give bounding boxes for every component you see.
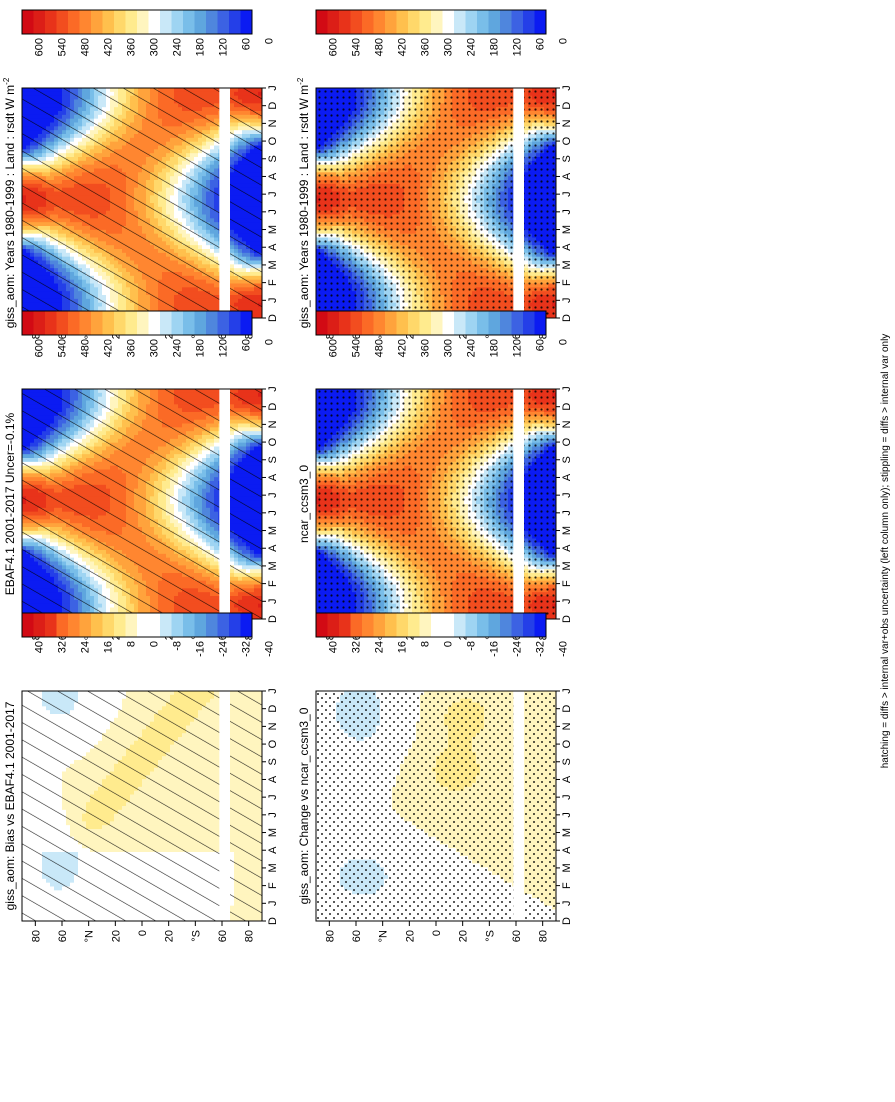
month-tick-label: M: [267, 260, 279, 269]
colorbar-swatch: [79, 10, 92, 34]
colorbar-swatch: [68, 10, 80, 34]
month-tick-label: J: [267, 191, 279, 197]
month-tick-label: J: [267, 85, 279, 91]
colorbar-label: 540: [56, 38, 68, 56]
colorbar-swatch: [171, 10, 184, 34]
month-tick-label: O: [267, 136, 279, 145]
colorbar-swatch: [102, 10, 115, 34]
colorbar-swatch: [194, 10, 207, 34]
colorbar-label: 600: [33, 38, 45, 56]
colorbar: 600 540 480 420 360 300 240 180 120 60 0: [21, 9, 275, 56]
panel-title: giss_aom: Years 1980-1999 : Land : rsdt …: [2, 77, 17, 328]
colorbar-label: 300: [148, 38, 160, 56]
colorbar-frame: [21, 9, 253, 35]
colorbar-swatch: [148, 10, 161, 34]
colorbar-label: 120: [217, 38, 229, 56]
colorbar-label: 180: [194, 38, 206, 56]
month-tick-label: J: [267, 298, 279, 304]
panel-top-left: 8060°N20020°S6080DJFMAMJJASONDJgiss_aom:…: [2, 9, 279, 339]
month-tick-label: N: [267, 119, 279, 127]
title-superscript: -2: [2, 77, 11, 85]
month-tick-label: A: [267, 243, 279, 251]
colorbar-swatch: [240, 10, 253, 34]
colorbar-label: 240: [171, 38, 183, 56]
colorbar-label: 480: [79, 38, 91, 56]
masked-band: [219, 88, 230, 318]
colorbar-swatch: [217, 10, 230, 34]
colorbar-swatch: [45, 10, 57, 34]
month-tick-label: M: [267, 225, 279, 234]
colorbar-swatch: [22, 10, 34, 34]
colorbar-swatch: [33, 10, 46, 34]
colorbar-label: 0: [263, 38, 275, 44]
month-tick-label: D: [267, 314, 279, 322]
month-tick-label: S: [267, 155, 279, 162]
month-tick-label: A: [267, 172, 279, 180]
colorbar-label: 60: [240, 38, 252, 50]
month-tick-label: D: [267, 102, 279, 110]
colorbar-swatch: [91, 10, 103, 34]
month-tick-label: J: [267, 209, 279, 215]
colorbar-swatch: [229, 10, 241, 34]
colorbar-swatch: [160, 10, 172, 34]
colorbar-swatch: [183, 10, 195, 34]
panels-layer: 8060°N20020°S6080DJFMAMJJASONDJgiss_aom:…: [2, 9, 573, 942]
colorbar-swatch: [137, 10, 149, 34]
colorbar-swatch: [56, 10, 69, 34]
colorbar-swatch: [206, 10, 218, 34]
colorbar-label: 420: [102, 38, 114, 56]
colorbar-swatch: [125, 10, 138, 34]
colorbar-swatch: [114, 10, 126, 34]
colorbar-label: 360: [125, 38, 137, 56]
month-tick-label: F: [267, 279, 279, 286]
